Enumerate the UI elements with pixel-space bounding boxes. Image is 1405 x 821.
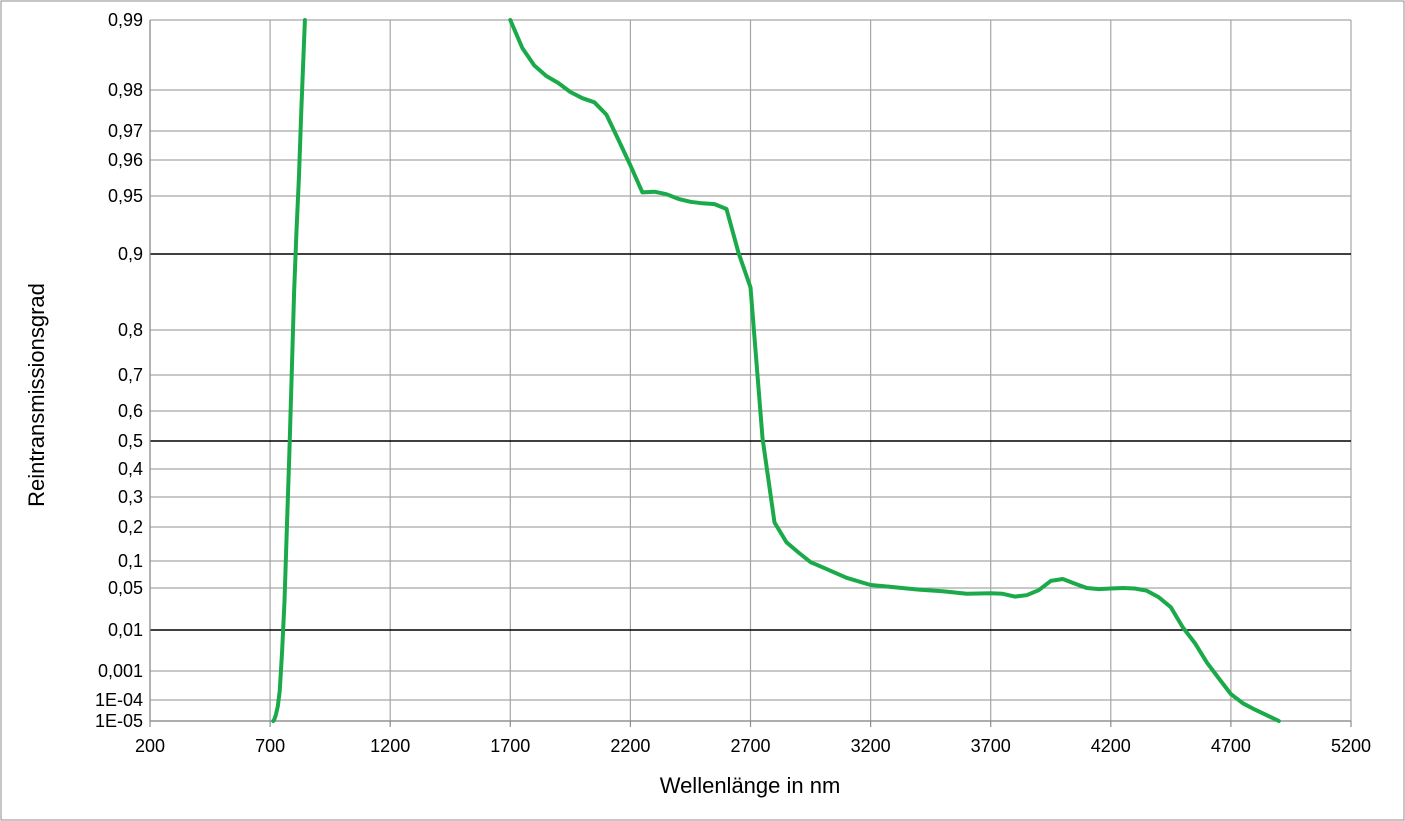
- x-tick-label: 2200: [610, 736, 650, 756]
- x-tick-label: 1200: [370, 736, 410, 756]
- y-axis-label: Reintransmissionsgrad: [24, 283, 49, 507]
- y-tick-label: 1E-04: [95, 690, 143, 710]
- y-tick-label: 0,4: [118, 459, 143, 479]
- y-tick-label: 0,7: [118, 365, 143, 385]
- x-tick-label: 4200: [1091, 736, 1131, 756]
- y-gridlines: [149, 19, 1351, 722]
- y-tick-label: 0,2: [118, 517, 143, 537]
- y-tick-label: 0,9: [118, 244, 143, 264]
- y-tick-label: 0,99: [108, 10, 143, 30]
- x-tick-label: 3200: [851, 736, 891, 756]
- series-line: [508, 18, 1281, 723]
- x-axis-label: Wellenlänge in nm: [660, 773, 841, 798]
- x-tick-label: 200: [135, 736, 165, 756]
- y-tick-label: 0,001: [98, 661, 143, 681]
- x-tick-label: 3700: [971, 736, 1011, 756]
- x-tick-label: 700: [255, 736, 285, 756]
- x-tick-label: 4700: [1211, 736, 1251, 756]
- y-tick-label: 0,05: [108, 578, 143, 598]
- series-layer: [271, 18, 1281, 723]
- y-tick-label: 0,5: [118, 431, 143, 451]
- series-line: [271, 18, 307, 723]
- y-tick-label: 0,97: [108, 121, 143, 141]
- y-tick-label: 0,6: [118, 401, 143, 421]
- y-tick-label: 0,95: [108, 186, 143, 206]
- x-tick-labels: 200 700 1200 1700 2200 2700 3200 3700 4200 4700 52…: [135, 721, 1371, 756]
- y-tick-label: 0,8: [118, 320, 143, 340]
- y-tick-label: 0,1: [118, 551, 143, 571]
- y-tick-label: 1E-05: [95, 711, 143, 731]
- y-tick-label: 0,3: [118, 487, 143, 507]
- x-tick-label: 2700: [730, 736, 770, 756]
- y-tick-label: 0,98: [108, 80, 143, 100]
- y-tick-label: 0,96: [108, 150, 143, 170]
- x-tick-label: 1700: [490, 736, 530, 756]
- x-tick-label: 5200: [1331, 736, 1371, 756]
- y-tick-label: 0,01: [108, 620, 143, 640]
